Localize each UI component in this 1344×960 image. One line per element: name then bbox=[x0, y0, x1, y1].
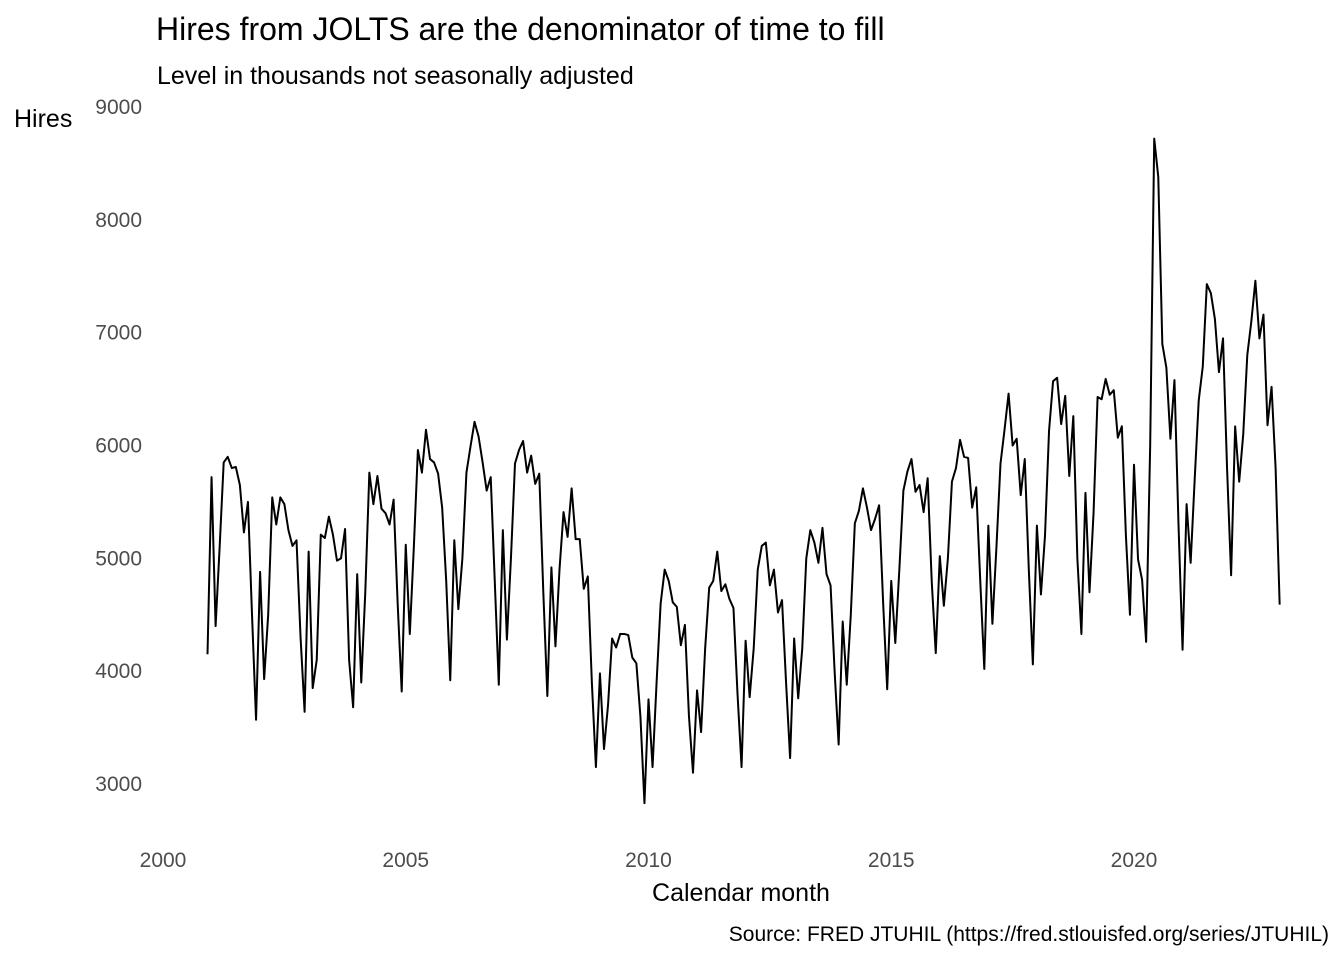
x-tick-label: 2005 bbox=[382, 849, 429, 872]
plot-area bbox=[206, 137, 1281, 805]
x-axis-label: Calendar month bbox=[652, 879, 830, 907]
chart-title: Hires from JOLTS are the denominator of … bbox=[156, 11, 885, 47]
hires-series-line bbox=[206, 137, 1281, 805]
x-tick-label: 2020 bbox=[1111, 849, 1158, 872]
y-axis-label: Hires bbox=[14, 105, 72, 133]
y-axis-ticks: 3000 4000 5000 6000 7000 8000 9000 bbox=[95, 96, 142, 796]
chart-subtitle: Level in thousands not seasonally adjust… bbox=[157, 62, 634, 90]
y-tick-label: 7000 bbox=[95, 322, 142, 345]
x-tick-label: 2000 bbox=[140, 849, 187, 872]
x-axis-ticks: 2000 2005 2010 2015 2020 bbox=[140, 849, 1158, 872]
source-caption: Source: FRED JTUHIL (https://fred.stloui… bbox=[729, 923, 1329, 946]
x-tick-label: 2015 bbox=[868, 849, 915, 872]
x-tick-label: 2010 bbox=[625, 849, 672, 872]
y-tick-label: 5000 bbox=[95, 547, 142, 570]
y-tick-label: 3000 bbox=[95, 773, 142, 796]
y-tick-label: 6000 bbox=[95, 435, 142, 458]
y-tick-label: 4000 bbox=[95, 660, 142, 683]
y-tick-label: 8000 bbox=[95, 209, 142, 232]
y-tick-label: 9000 bbox=[95, 96, 142, 119]
